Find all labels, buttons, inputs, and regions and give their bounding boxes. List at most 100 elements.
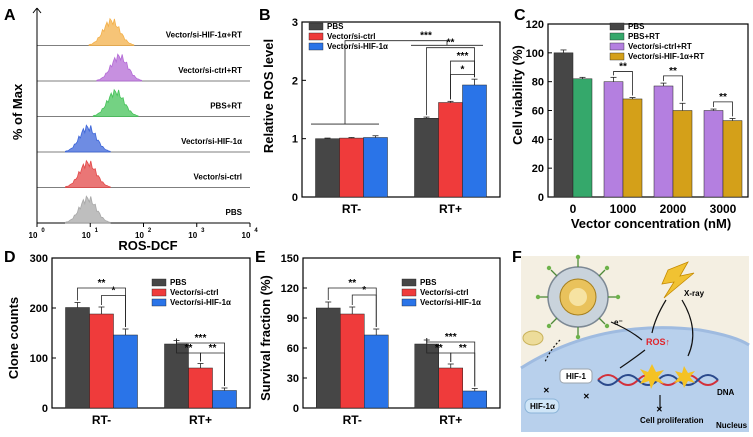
a-tick-exp: 0 bbox=[41, 228, 45, 234]
significance-label: ** bbox=[619, 62, 627, 73]
histogram-2 bbox=[96, 53, 143, 82]
panel-e-chart: E Survival fraction (%) 0 30 60 90 120 150 RT-… bbox=[255, 249, 501, 427]
x-tick-label: RT- bbox=[342, 202, 361, 216]
histogram-3 bbox=[92, 88, 139, 117]
panel-b-label: B bbox=[259, 7, 271, 24]
a-tick-base: 10 bbox=[135, 231, 144, 240]
panel-c-label: C bbox=[514, 7, 526, 24]
significance-bracket bbox=[77, 287, 126, 327]
significance-bracket bbox=[426, 47, 475, 116]
significance-label: ** bbox=[348, 278, 356, 289]
legend-label: PBS bbox=[327, 22, 344, 31]
histogram-label-4: Vector/si-HIF-1α bbox=[181, 137, 242, 146]
significance-label: ** bbox=[435, 343, 443, 354]
significance-label: ** bbox=[447, 38, 455, 49]
significance-label: * bbox=[112, 286, 116, 297]
panel-e-ylabel: Survival fraction (%) bbox=[258, 275, 273, 401]
panel-e-label: E bbox=[255, 249, 266, 266]
panel-a-ylabel: % of Max bbox=[10, 83, 25, 140]
x-tick-label: 0 bbox=[570, 202, 577, 216]
panel-f-label: F bbox=[512, 249, 522, 266]
legend-swatch bbox=[401, 288, 417, 297]
y-tick-label: 0 bbox=[292, 192, 298, 204]
significance-bracket bbox=[450, 74, 475, 100]
bar-pbs bbox=[65, 307, 90, 409]
bar-pbs bbox=[315, 138, 340, 198]
significance-label: *** bbox=[457, 51, 469, 62]
panel-a-ticklabels: 10 0 10 1 10 2 10 3 10 4 bbox=[29, 228, 259, 240]
y-tick-label: 2 bbox=[292, 75, 298, 87]
nucleus-label: Nucleus bbox=[716, 421, 748, 430]
bar-pbs bbox=[414, 343, 439, 409]
x-tick-label: RT- bbox=[92, 413, 111, 427]
significance-label: ** bbox=[98, 278, 106, 289]
legend-label: Vector/si-HIF-1α bbox=[420, 298, 481, 307]
xray-label: X-ray bbox=[684, 289, 705, 298]
significance-bracket bbox=[176, 338, 225, 386]
legend-label: Vector/si-HIF-1α bbox=[327, 42, 388, 51]
pathway-arrows bbox=[544, 299, 694, 410]
hif1-label: HIF-1 bbox=[566, 372, 587, 381]
y-tick-label: 20 bbox=[532, 163, 544, 175]
significance-bracket bbox=[613, 71, 633, 96]
significance-label: ** bbox=[719, 92, 727, 103]
x-tick-label: RT+ bbox=[189, 413, 212, 427]
bar-vector-si-hif-1- bbox=[462, 84, 487, 198]
group-bracket bbox=[344, 40, 448, 125]
legend-swatch bbox=[308, 42, 324, 51]
panel-a-label: A bbox=[4, 7, 16, 24]
bar-vector-si-ctrl-rt bbox=[703, 110, 724, 198]
significance-label: ** bbox=[185, 343, 193, 354]
legend-swatch bbox=[151, 288, 167, 297]
significance-label: ** bbox=[209, 343, 217, 354]
significance-bracket bbox=[663, 75, 683, 102]
bar-vector-si-ctrl bbox=[438, 367, 463, 409]
y-tick-label: 0 bbox=[293, 403, 299, 415]
bar-vector-si-ctrl-rt bbox=[603, 81, 624, 198]
y-tick-label: 1 bbox=[292, 134, 298, 146]
y-tick-label: 0 bbox=[538, 192, 544, 204]
legend-swatch bbox=[401, 298, 417, 307]
bar-pbs bbox=[553, 52, 574, 198]
legend-swatch bbox=[609, 22, 625, 31]
bar-pbs-rt bbox=[572, 78, 593, 198]
nuclear-membrane bbox=[520, 326, 750, 370]
legend-swatch bbox=[609, 42, 625, 51]
histogram-label-6: PBS bbox=[226, 208, 243, 217]
y-tick-label: 120 bbox=[526, 19, 544, 31]
y-tick-label: 60 bbox=[532, 106, 544, 118]
significance-label: * bbox=[362, 285, 366, 296]
lightning-icon bbox=[661, 261, 695, 299]
legend-swatch bbox=[151, 298, 167, 307]
bar-vector-si-hif-1-rt bbox=[722, 120, 743, 198]
legend-label: Vector/si-HIF-1α+RT bbox=[628, 52, 704, 61]
legend-label: PBS bbox=[628, 22, 645, 31]
hif1-box bbox=[559, 368, 593, 384]
panel-c-chart: C Cell viability (%) Vector concentratio… bbox=[510, 7, 749, 231]
nucleus-shape bbox=[521, 327, 749, 432]
cell-proliferation-label: Cell proliferation bbox=[640, 416, 704, 425]
panel-c-ylabel: Cell viability (%) bbox=[510, 45, 525, 145]
a-tick-base: 10 bbox=[188, 231, 197, 240]
x-tick-label: 2000 bbox=[660, 202, 687, 216]
histogram-label-5: Vector/si-ctrl bbox=[194, 173, 242, 182]
a-tick-exp: 3 bbox=[201, 228, 205, 234]
bar-pbs bbox=[316, 307, 341, 409]
electron-label: e⁻ bbox=[614, 318, 623, 327]
dna-icon bbox=[597, 364, 719, 389]
x-tick-label: RT- bbox=[343, 413, 362, 427]
legend-swatch bbox=[609, 32, 625, 41]
x-tick-label: 1000 bbox=[610, 202, 637, 216]
panel-a-arrow bbox=[36, 7, 42, 14]
y-tick-label: 80 bbox=[532, 77, 544, 89]
y-tick-label: 0 bbox=[42, 403, 48, 415]
significance-bracket bbox=[426, 338, 476, 387]
legend-swatch bbox=[609, 52, 625, 61]
panel-a-histogram: A % of Max ROS-DCF Vector/si-HIF-1α+RT Ve… bbox=[4, 7, 251, 253]
a-tick-base: 10 bbox=[242, 231, 251, 240]
bar-vector-si-ctrl bbox=[438, 102, 463, 198]
ros-label: ROS↑ bbox=[646, 337, 670, 347]
y-tick-label: 120 bbox=[281, 283, 299, 295]
